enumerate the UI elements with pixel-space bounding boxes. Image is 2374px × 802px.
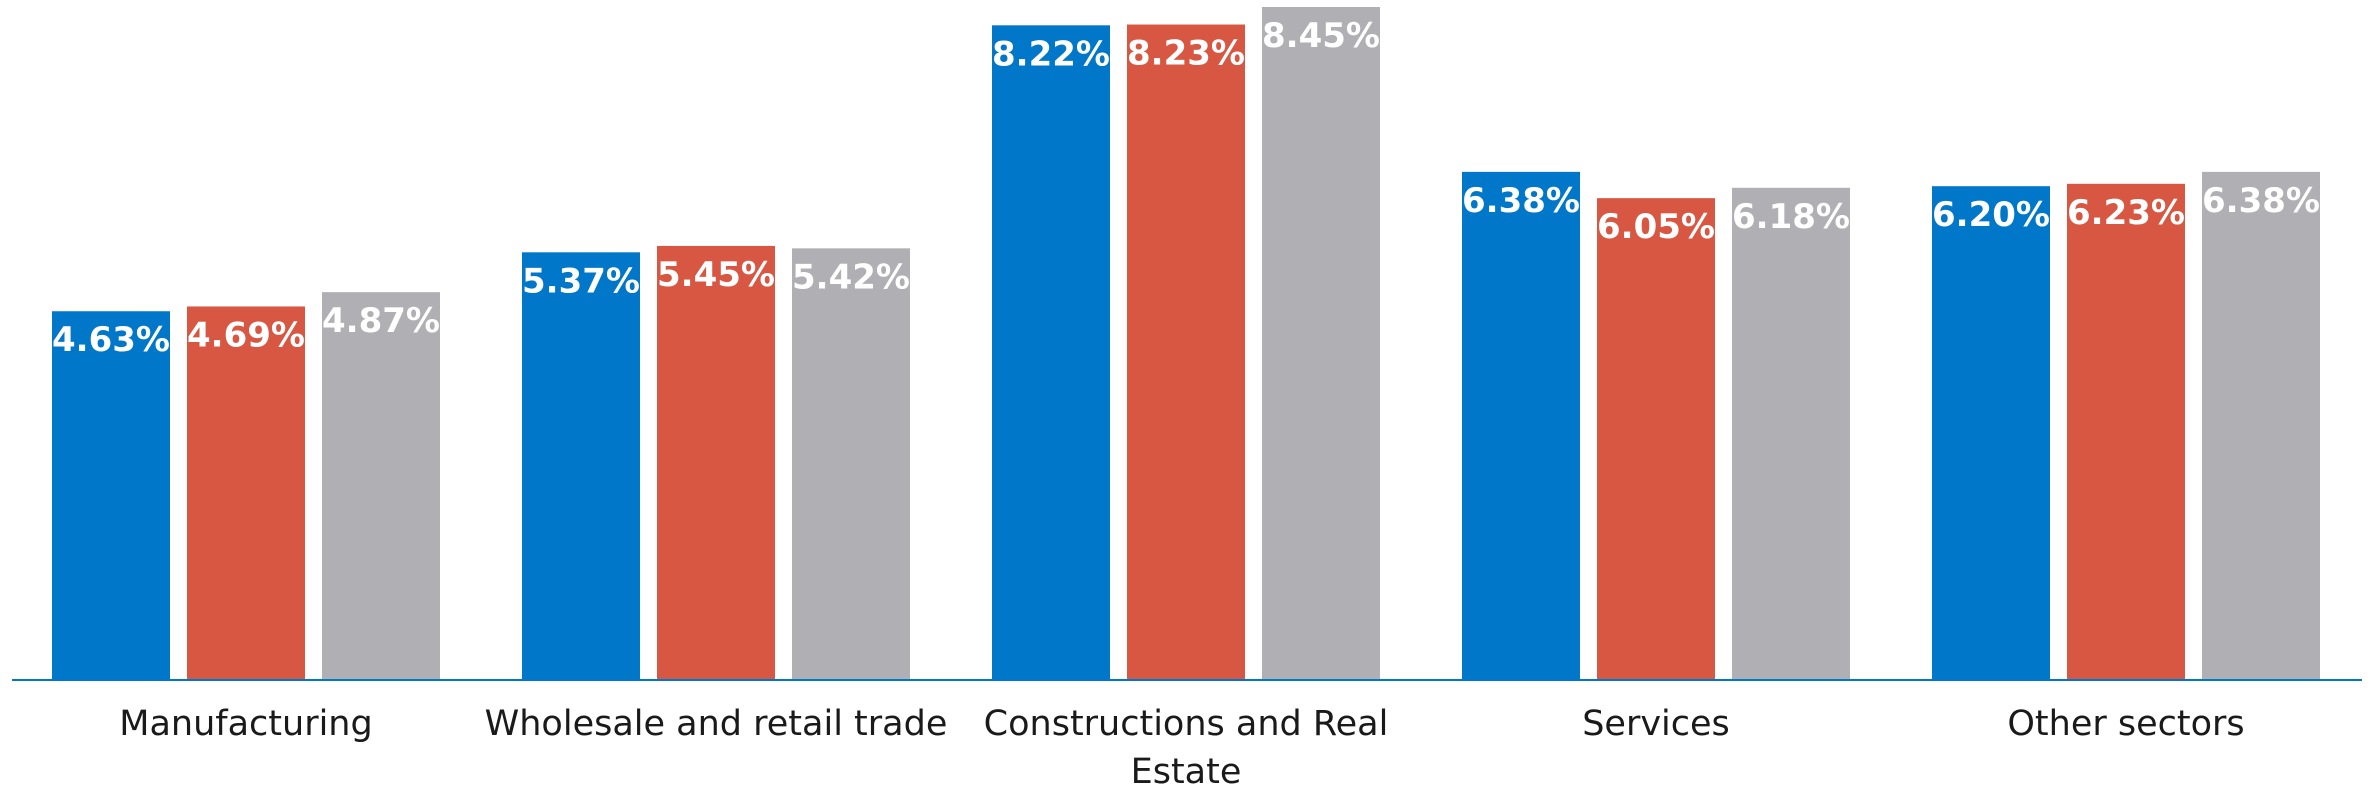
- category-label: Services: [1582, 704, 1730, 744]
- bar: [1932, 186, 2050, 681]
- bar-value-label: 6.38%: [2202, 181, 2320, 221]
- bar: [657, 245, 775, 680]
- bar: [1462, 171, 1580, 680]
- category-label: Manufacturing: [119, 704, 372, 744]
- bar: [992, 25, 1110, 680]
- bar-value-label: 5.42%: [792, 257, 910, 297]
- bar: [322, 292, 440, 680]
- bar: [1732, 187, 1850, 681]
- bar: [792, 248, 910, 680]
- category-label: Wholesale and retail trade: [485, 704, 948, 744]
- bar-value-label: 4.69%: [187, 315, 305, 355]
- bar: [1597, 198, 1715, 680]
- bar-value-label: 8.45%: [1262, 16, 1380, 56]
- bar: [1262, 7, 1380, 680]
- bar-value-label: 5.45%: [657, 255, 775, 295]
- bar-value-label: 6.38%: [1462, 181, 1580, 221]
- bar-value-label: 6.05%: [1597, 207, 1715, 247]
- bar-value-label: 5.37%: [522, 261, 640, 301]
- category-label: Other sectors: [2007, 704, 2244, 744]
- bar: [2067, 183, 2185, 680]
- bar-value-label: 8.23%: [1127, 34, 1245, 74]
- bar: [2202, 171, 2320, 680]
- bar: [187, 306, 305, 680]
- bar-value-label: 4.63%: [52, 320, 170, 360]
- category-label: Constructions and Real: [984, 704, 1389, 744]
- bar-value-label: 6.23%: [2067, 193, 2185, 233]
- category-label: Estate: [1131, 752, 1242, 792]
- bar: [522, 252, 640, 680]
- bar-value-label: 4.87%: [322, 301, 440, 341]
- bar: [52, 311, 170, 680]
- bar: [1127, 24, 1245, 680]
- bar-value-label: 6.20%: [1932, 195, 2050, 235]
- bar-value-label: 8.22%: [992, 34, 1110, 74]
- bar-value-label: 6.18%: [1732, 197, 1850, 237]
